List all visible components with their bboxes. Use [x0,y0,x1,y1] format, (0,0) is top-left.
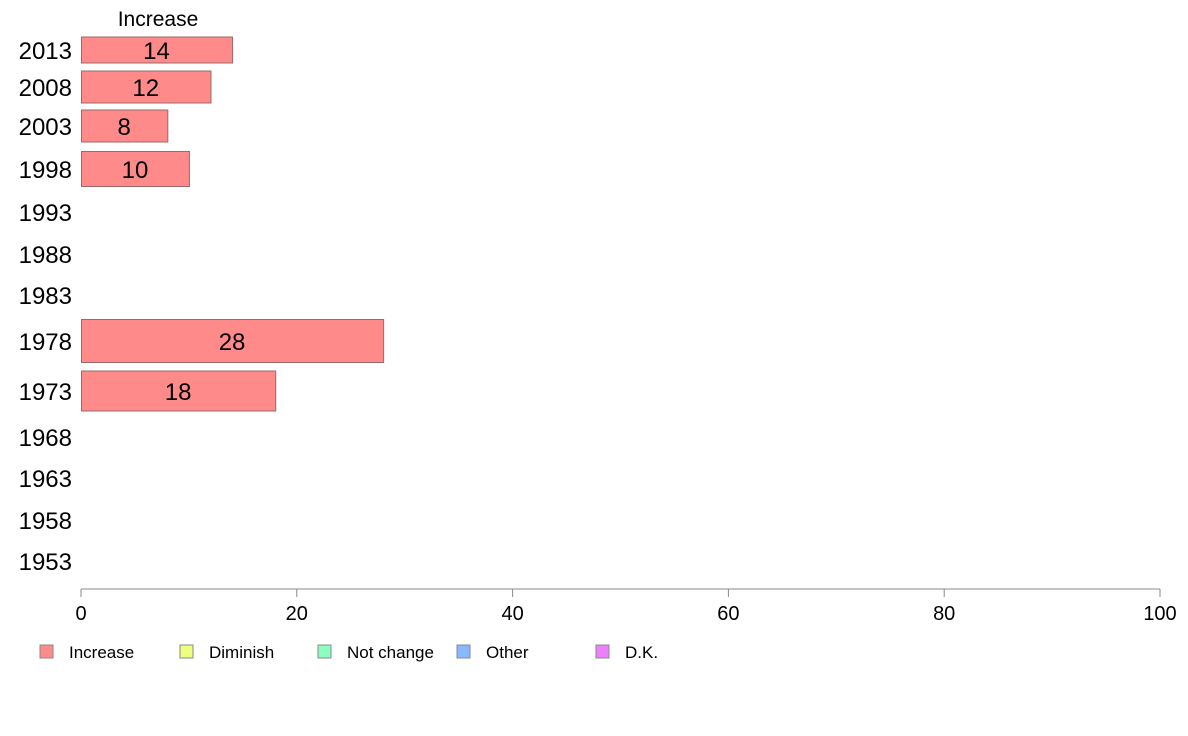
bar-data-label: 28 [219,329,246,356]
y-tick-label: 1973 [19,379,72,406]
y-tick-label: 1983 [19,283,72,310]
bar-data-label: 14 [143,38,170,65]
y-tick-label: 2003 [19,114,72,141]
x-tick-label: 0 [75,603,86,625]
legend-label: Not change [347,643,434,662]
bar [81,151,190,187]
bars-group: 14 128 10 28 18 [81,36,385,412]
bar-data-label: 18 [165,379,192,406]
legend-swatch [595,644,610,659]
x-tick-label: 60 [717,603,739,625]
y-tick-label: 1963 [19,466,72,493]
bar [81,319,385,363]
legend-swatch [39,644,54,659]
x-axis: 0 20 40 60 80 100 [75,588,1177,625]
legend-label: Other [486,643,529,662]
bar [81,370,277,412]
y-tick-label: 1958 [19,508,72,535]
series-title: Increase [118,8,199,31]
y-tick-label: 1988 [19,242,72,269]
y-tick-labels: 2013 2008 2003 1998 1993 1988 1983 1978 1973 1968… [19,38,72,576]
y-tick-label: 1998 [19,157,72,184]
y-tick-label: 2013 [19,38,72,65]
bar [81,36,234,64]
legend-label: Diminish [209,643,274,662]
y-tick-label: 1953 [19,549,72,576]
y-tick-label: 1968 [19,425,72,452]
legend-swatch [317,644,332,659]
bar-data-label: 12 [132,75,159,102]
legend-swatch [456,644,471,659]
legend-label: D.K. [625,643,658,662]
y-tick-label: 1993 [19,200,72,227]
bar [81,70,212,104]
y-tick-label: 1978 [19,329,72,356]
legend-label: Increase [69,643,134,662]
x-tick-label: 20 [286,603,308,625]
bar-data-label: 8 [117,114,130,141]
bar [81,109,169,143]
legend: Increase Diminish Not change Other D.K. [39,643,658,662]
legend-swatch [179,644,194,659]
bar-data-label: 10 [122,157,149,184]
x-tick-label: 40 [501,603,523,625]
x-tick-label: 80 [933,603,955,625]
x-tick-label: 100 [1143,603,1176,625]
y-tick-label: 2008 [19,75,72,102]
